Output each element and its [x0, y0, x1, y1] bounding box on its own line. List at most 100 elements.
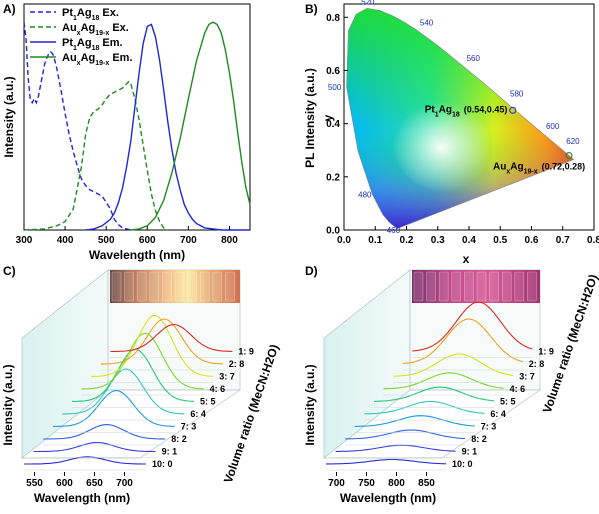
legend-text: Em. — [99, 37, 122, 49]
x-tick-label: 700 — [180, 235, 197, 246]
legend-subscript: 1 — [73, 45, 77, 52]
y-tick-label: 0.2 — [326, 172, 340, 183]
spectrum-curve — [364, 400, 485, 415]
spectrum-curve — [412, 301, 533, 352]
x-tick-label: 800 — [221, 235, 238, 246]
ratio-label: 5: 5 — [500, 397, 516, 407]
point-label-subscript: 1 — [435, 111, 439, 118]
chromaticity-point — [565, 151, 573, 160]
ratio-label: 3: 7 — [519, 372, 535, 382]
x-tick-label: 0.5 — [493, 235, 507, 246]
x-tick-label: 750 — [358, 478, 375, 489]
legend-entry: Pt1Ag18 Ex. — [62, 7, 119, 22]
wavelength-label: 460 — [387, 226, 401, 235]
x-tick-label: 0.4 — [462, 235, 476, 246]
y-tick-label: 0.4 — [326, 119, 340, 130]
wavelength-label: 600 — [546, 122, 560, 131]
legend-text: Em. — [109, 52, 132, 64]
y-tick-label: 0.6 — [326, 66, 340, 77]
legend-text: Ag — [77, 7, 92, 19]
spectrum-curve — [100, 318, 223, 365]
vial — [426, 271, 436, 302]
x-tick-label: 800 — [388, 478, 405, 489]
panel-c-y-axis-title: Intensity (a.u.) — [1, 364, 15, 445]
spectrum-curve — [393, 353, 514, 377]
vial — [111, 271, 122, 302]
panel-c-curves — [24, 314, 233, 471]
point-label-subscript: 19-x — [524, 168, 538, 175]
vial — [413, 271, 424, 302]
legend-text: Au — [62, 22, 77, 34]
wavelength-label: 620 — [566, 137, 580, 146]
panel-a-x-axis-title: Wavelength (nm) — [89, 248, 185, 262]
point-label-text: Pt — [425, 104, 436, 115]
ratio-label: 3: 7 — [219, 372, 235, 382]
x-tick-label: 0.1 — [368, 235, 382, 246]
vials-row — [111, 271, 235, 302]
legend-text: Ex. — [99, 7, 119, 19]
x-tick-label: 0.8 — [587, 235, 599, 246]
wavelength-label: 500 — [328, 83, 342, 92]
vial — [174, 271, 185, 302]
vial — [124, 271, 134, 302]
cie-locus-outline — [346, 7, 575, 230]
point-label-text: Ag — [510, 162, 523, 173]
ratio-label: 1: 9 — [238, 347, 254, 357]
panel-a-legend: Pt1Ag18 Ex.AuxAg19-x Ex.Pt1Ag18 Em.AuxAg… — [30, 7, 133, 67]
spectrum-curve — [43, 424, 166, 440]
vial — [162, 271, 172, 302]
panel-c-x-axis-title: Wavelength (nm) — [34, 491, 130, 505]
cie-fill-group — [346, 8, 574, 229]
spectrum-curve — [326, 458, 447, 465]
legend-text: Ag — [81, 22, 96, 34]
ratio-label: 7: 3 — [181, 422, 197, 432]
x-tick-label: 300 — [16, 235, 33, 246]
ratio-label: 8: 2 — [171, 434, 187, 444]
panel-b-y-axis-title: PL Intensity (a.u.) — [303, 68, 317, 168]
vial — [187, 271, 197, 302]
x-tick-label: 0.0 — [337, 235, 351, 246]
panel-c: C) 10: 0 9: 1 8: 2 7: 3 6: 4 5: 5 4: 6 3: 7 2: 8… — [1, 264, 282, 505]
panel-b-ticks: 0.0 0.1 0.2 0.3 0.4 0.5 0.6 0.7 0.8 0.0 0.2 0.4 0.6 0… — [326, 13, 599, 246]
legend-subscript: 18 — [92, 45, 100, 52]
x-tick-label: 0.3 — [431, 235, 445, 246]
point-label-subscript: x — [506, 168, 510, 175]
panel-b-y-inner-title: y — [321, 114, 335, 121]
point-label: Pt1Ag18 (0.54,0.45) — [425, 104, 508, 118]
spectrum-curve — [91, 314, 214, 377]
legend-subscript: x — [77, 30, 81, 37]
panel-a-series-group — [23, 21, 251, 231]
ratio-label: 1: 9 — [538, 347, 554, 357]
vial — [451, 271, 462, 302]
vial — [199, 271, 210, 302]
wavelength-label: 540 — [420, 19, 434, 28]
spectrum-curve — [345, 429, 466, 440]
wavelength-label: 560 — [467, 54, 481, 63]
ratio-label: 2: 8 — [529, 359, 545, 369]
spectrum-curve — [383, 372, 504, 390]
vials-photo-d — [412, 270, 540, 303]
x-tick-label: 600 — [56, 478, 73, 489]
vial — [464, 271, 474, 302]
x-tick-label: 850 — [418, 478, 435, 489]
legend-entry: Pt1Ag18 Em. — [62, 37, 123, 52]
cie-wavelength-labels: 460 480 500 520 540 560 580 600 620 — [328, 0, 580, 235]
point-label-text: Ag — [439, 104, 452, 115]
vial — [501, 271, 512, 302]
vial — [527, 271, 537, 302]
legend-text: Ag — [81, 52, 96, 64]
panel-a-frame — [23, 3, 251, 231]
series-line-1 — [23, 80, 169, 231]
vial — [225, 271, 235, 302]
x-tick-label: 600 — [139, 235, 156, 246]
series-line-0 — [23, 22, 131, 231]
spectrum-curve — [335, 444, 456, 452]
ratio-label: 6: 4 — [190, 409, 206, 419]
ratio-label: 9: 1 — [162, 447, 178, 457]
spectrum-curve — [354, 415, 475, 427]
spectrum-curve — [110, 323, 233, 353]
panel-a-y-axis-title: Intensity (a.u.) — [2, 76, 16, 157]
point-label-text: Au — [493, 162, 506, 173]
y-tick-label: 0.8 — [326, 13, 340, 24]
